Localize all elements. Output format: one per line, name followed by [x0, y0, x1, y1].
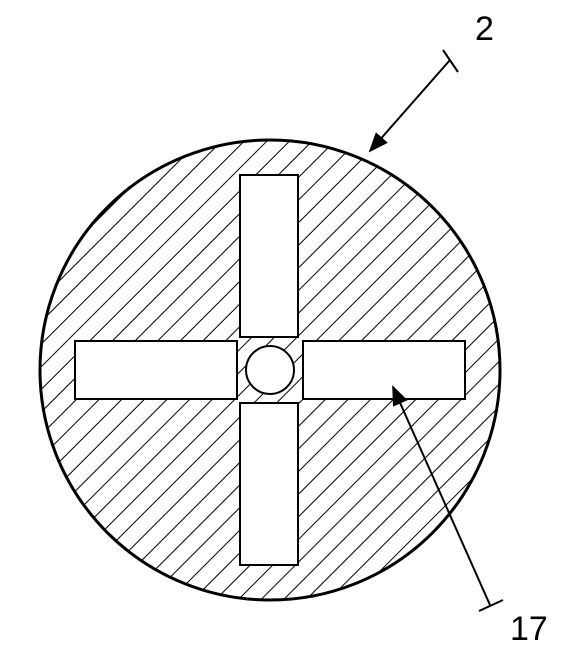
slot-2	[75, 341, 237, 399]
callout-2: 2	[370, 10, 494, 151]
technical-diagram: 2 17	[0, 0, 574, 655]
hatched-disc	[40, 140, 500, 600]
center-hole	[246, 346, 294, 394]
callout-label-17: 17	[510, 610, 548, 648]
slot-0	[240, 175, 298, 337]
slot-3	[303, 341, 465, 399]
slot-1	[240, 403, 298, 565]
callout-label-2: 2	[475, 10, 494, 48]
